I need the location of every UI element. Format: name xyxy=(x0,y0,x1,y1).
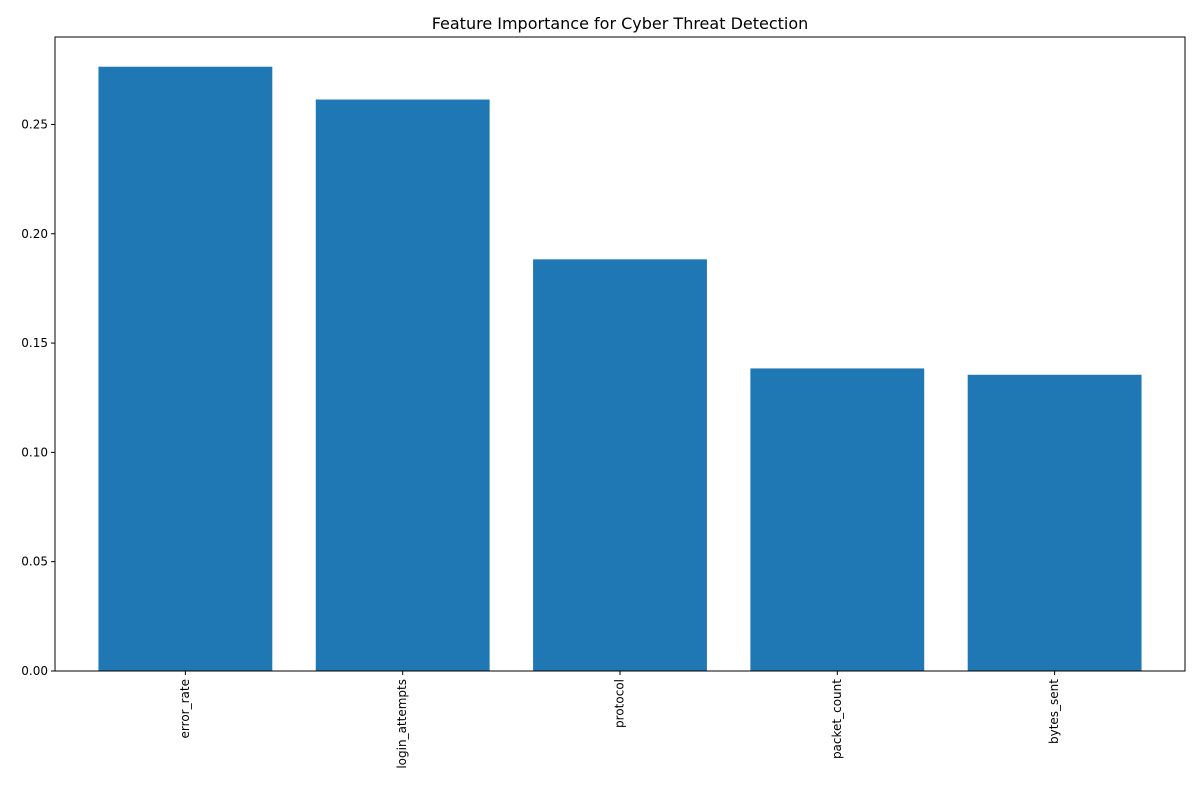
bar-packet_count xyxy=(750,368,925,671)
y-tick-label: 0.20 xyxy=(21,227,48,241)
bar-bytes_sent xyxy=(967,374,1142,671)
chart-title: Feature Importance for Cyber Threat Dete… xyxy=(432,14,809,33)
bar-login_attempts xyxy=(315,99,490,672)
bars-group xyxy=(98,66,1142,672)
y-tick-label: 0.05 xyxy=(21,555,48,569)
plot-frame xyxy=(54,36,1186,672)
y-tick-label: 0.00 xyxy=(21,664,48,678)
x-axis: error_rate login_attempts protocol packet_c… xyxy=(178,671,1061,769)
y-axis: 0.00 0.05 0.10 0.15 0.20 0.25 xyxy=(21,117,55,678)
x-tick-label: error_rate xyxy=(178,679,192,738)
y-tick-label: 0.10 xyxy=(21,445,48,459)
x-tick-label: protocol xyxy=(613,679,627,728)
x-tick-label: bytes_sent xyxy=(1047,679,1061,744)
y-tick-label: 0.25 xyxy=(21,117,48,131)
bar-protocol xyxy=(533,259,707,671)
x-tick-label: packet_count xyxy=(830,679,844,759)
x-tick-label: login_attempts xyxy=(395,679,409,769)
y-tick-label: 0.15 xyxy=(21,336,48,350)
bar-error_rate xyxy=(98,66,273,671)
